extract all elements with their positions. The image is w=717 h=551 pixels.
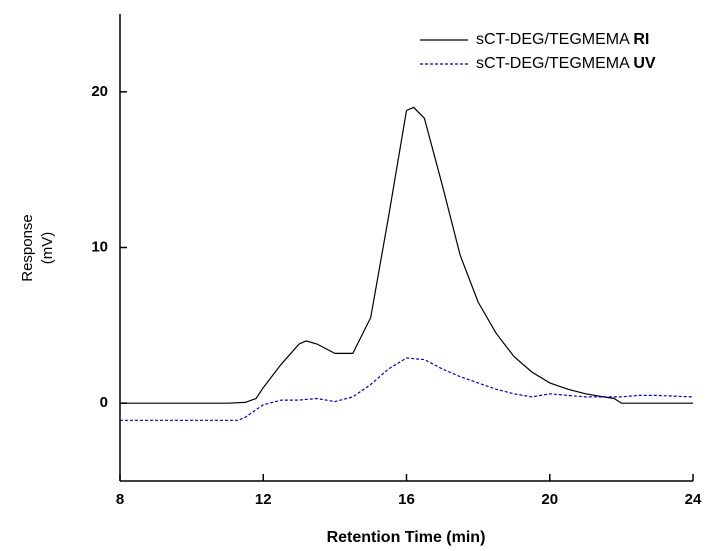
- x-tick-label: 16: [398, 491, 415, 508]
- y-tick-label: 20: [91, 83, 108, 100]
- x-tick-label: 24: [685, 491, 702, 508]
- legend-label-main: sCT-DEG/TEGMEMA: [476, 31, 633, 48]
- legend-label-tag: RI: [633, 31, 649, 48]
- y-tick-label: 0: [100, 394, 108, 411]
- legend-label-tag: UV: [633, 55, 656, 72]
- y-axis-label: Response: [19, 214, 36, 282]
- x-axis-label: Retention Time (min): [327, 529, 486, 546]
- x-tick-label: 12: [255, 491, 272, 508]
- legend-label-main: sCT-DEG/TEGMEMA: [476, 55, 633, 72]
- y-tick-label: 10: [91, 238, 108, 255]
- y-axis-label-unit: (mV): [39, 232, 56, 265]
- x-tick-label: 8: [116, 491, 124, 508]
- data-line: [120, 106, 693, 404]
- x-tick-label: 20: [541, 491, 558, 508]
- legend-label: sCT-DEG/TEGMEMA UV: [476, 55, 656, 72]
- legend-label: sCT-DEG/TEGMEMA RI: [476, 31, 649, 48]
- data-line: [120, 357, 694, 421]
